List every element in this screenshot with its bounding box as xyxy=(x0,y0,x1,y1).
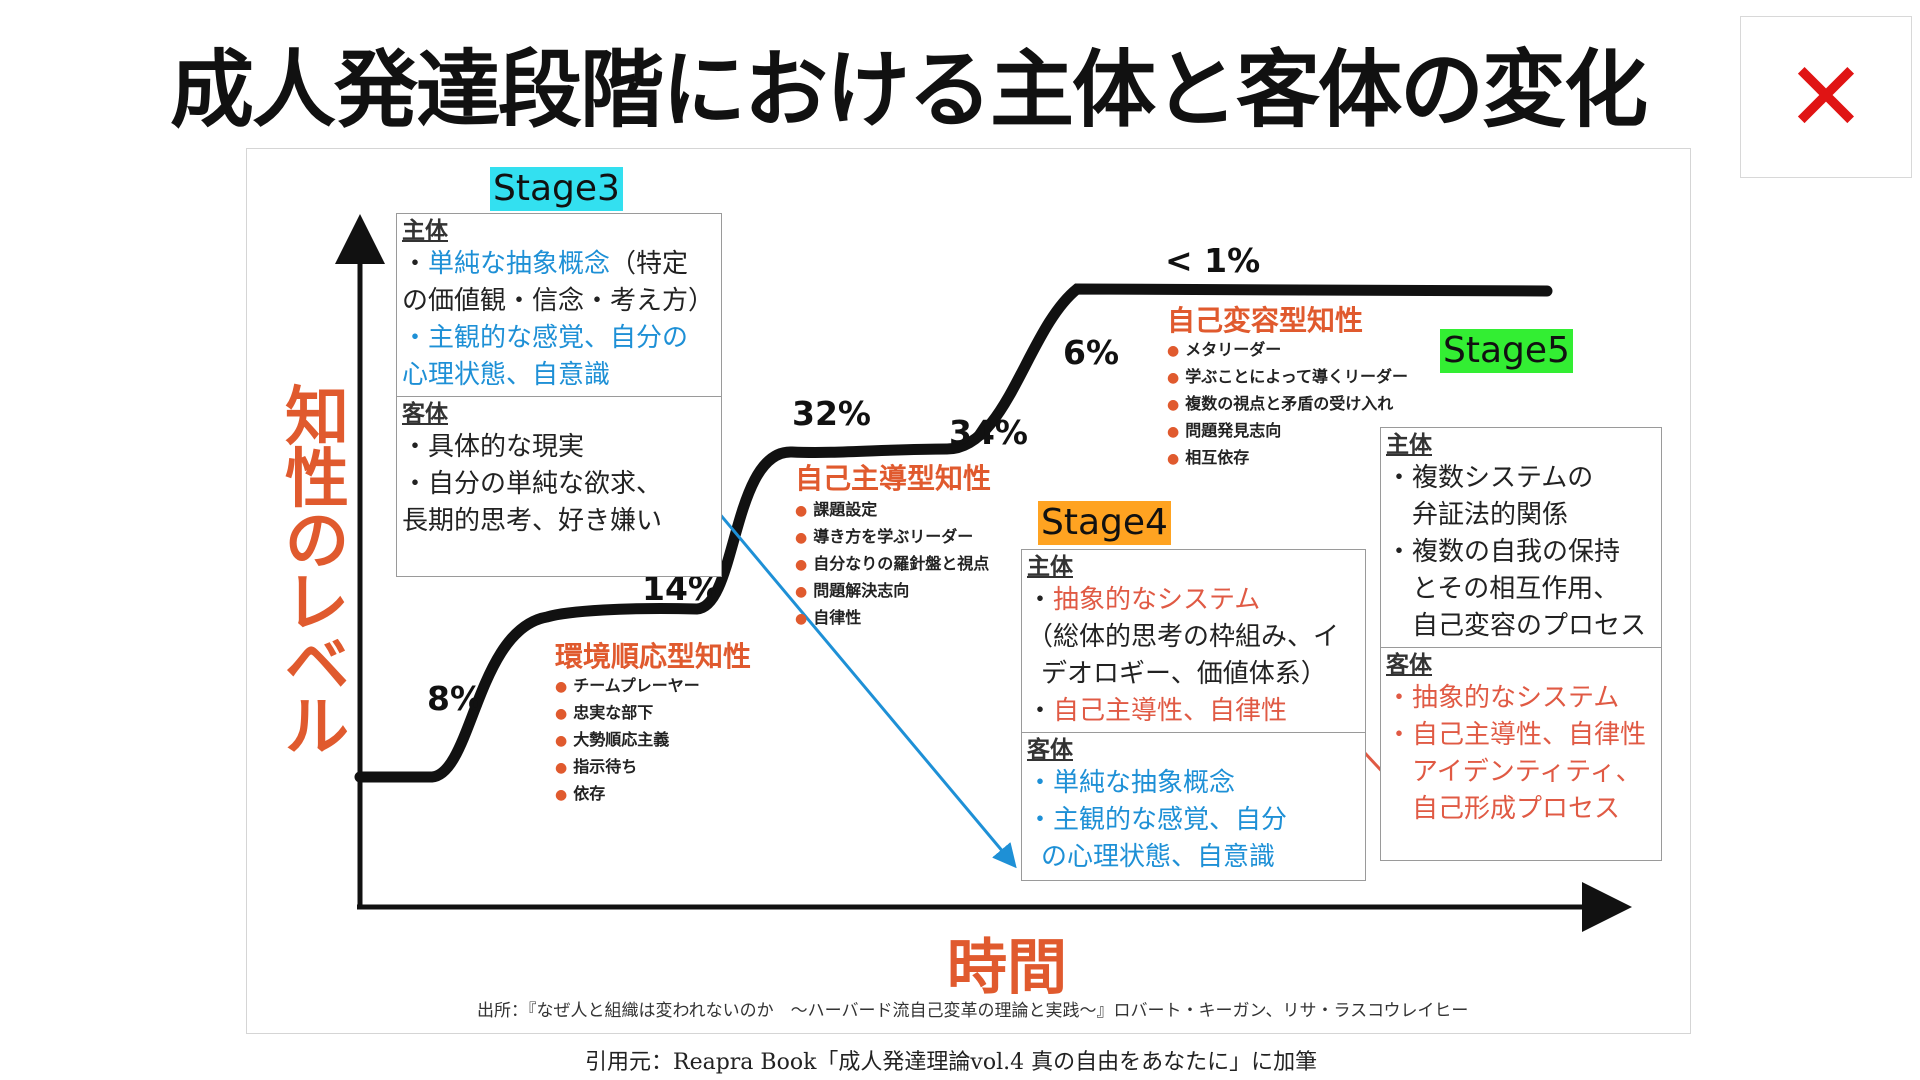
y-axis-label: 知性のレベル xyxy=(285,381,349,765)
list-item: 課題設定 xyxy=(795,497,989,524)
list-item: 依存 xyxy=(555,781,700,808)
stage-type-items: チームプレーヤー 忠実な部下 大勢順応主義 指示待ち 依存 xyxy=(555,673,700,808)
close-icon: ✕ xyxy=(1785,41,1867,153)
list-item: 複数の視点と矛盾の受け入れ xyxy=(1167,391,1408,418)
object-heading: 客体 xyxy=(1386,652,1432,678)
diagram-figure: 知性のレベル 時間 8% 14% 32% 34% 6% < 1% Stage3 … xyxy=(246,148,1691,1034)
subject-line: （特定 xyxy=(610,249,689,279)
object-line: ・自己主導性、自律性 xyxy=(1386,720,1647,750)
list-item: 相互依存 xyxy=(1167,445,1408,472)
stage-type-title: 環境順応型知性 xyxy=(555,640,752,673)
list-item: 指示待ち xyxy=(555,754,700,781)
percent-label: 32% xyxy=(792,394,871,433)
citation: 引用元：Reapra Book「成人発達理論vol.4 真の自由をあなたに」に加… xyxy=(585,1050,1318,1075)
subject-heading: 主体 xyxy=(402,218,448,244)
stage3-label: Stage3 xyxy=(490,167,623,211)
object-line: アイデンティティ、 xyxy=(1412,757,1642,787)
object-line: ・単純な抽象概念 xyxy=(1027,768,1236,798)
subject-line: 心理状態、自意識 xyxy=(402,360,611,390)
list-item: 大勢順応主義 xyxy=(555,727,700,754)
percent-label: 6% xyxy=(1063,333,1120,372)
list-item: 学ぶことによって導くリーダー xyxy=(1167,364,1408,391)
subject-line: 自己変容のプロセス xyxy=(1412,611,1647,641)
list-item: 導き方を学ぶリーダー xyxy=(795,524,989,551)
close-button[interactable]: ✕ xyxy=(1740,16,1912,178)
stage4-label: Stage4 xyxy=(1038,501,1171,545)
subject-line: デオロギー、価値体系） xyxy=(1041,659,1327,689)
percent-label: 34% xyxy=(949,413,1028,452)
stage-type-items: 課題設定 導き方を学ぶリーダー 自分なりの羅針盤と視点 問題解決志向 自律性 xyxy=(795,497,989,632)
stage5-subject-object-box: 主体 ・複数システムの 弁証法的関係 ・複数の自我の保持 とその相互作用、 自己… xyxy=(1380,427,1662,861)
list-item: 自律性 xyxy=(795,605,989,632)
stage5-label: Stage5 xyxy=(1440,329,1573,373)
subject-line: 抽象的なシステム xyxy=(1053,585,1261,615)
subject-line: ・複数の自我の保持 xyxy=(1386,537,1621,567)
bullet: ・ xyxy=(1027,585,1054,615)
object-heading: 客体 xyxy=(1027,737,1073,763)
list-item: 自分なりの羅針盤と視点 xyxy=(795,551,989,578)
subject-line: 弁証法的関係 xyxy=(1412,500,1569,530)
object-line: ・抽象的なシステム xyxy=(1386,683,1620,713)
object-line: 自己形成プロセス xyxy=(1412,794,1621,824)
source-note: 出所：『なぜ人と組織は変われないのか 〜ハーバード流自己変革の理論と実践〜』ロバ… xyxy=(477,1001,1469,1021)
development-curve xyxy=(354,283,1553,783)
list-item: 問題発見志向 xyxy=(1167,418,1408,445)
bullet: ・ xyxy=(1027,696,1054,726)
slide-title: 成人発達段階における主体と客体の変化 xyxy=(170,41,1648,139)
subject-heading: 主体 xyxy=(1027,554,1073,580)
list-item: チームプレーヤー xyxy=(555,673,700,700)
stage-type-title: 自己主導型知性 xyxy=(795,462,992,495)
percent-label: 8% xyxy=(427,679,484,718)
subject-line: とその相互作用、 xyxy=(1412,574,1620,604)
object-line: ・具体的な現実 xyxy=(402,432,585,462)
object-line: の心理状態、自意識 xyxy=(1041,842,1276,872)
list-item: 忠実な部下 xyxy=(555,700,700,727)
list-item: メタリーダー xyxy=(1167,337,1408,364)
stage3-subject-object-box: 主体 ・単純な抽象概念（特定 の価値観・信念・考え方） ・主観的な感覚、自分の … xyxy=(396,213,722,577)
object-heading: 客体 xyxy=(402,401,448,427)
x-axis-label: 時間 xyxy=(947,933,1067,1003)
subject-heading: 主体 xyxy=(1386,432,1432,458)
object-line: ・自分の単純な欲求、 xyxy=(402,469,663,499)
stage-type-title: 自己変容型知性 xyxy=(1167,304,1364,337)
object-line: ・主観的な感覚、自分 xyxy=(1027,805,1288,835)
subject-line: の価値観・信念・考え方） xyxy=(402,286,715,316)
stage4-subject-object-box: 主体 ・抽象的なシステム （総体的思考の枠組み、イ デオロギー、価値体系） ・自… xyxy=(1021,549,1366,881)
subject-line: （総体的思考の枠組み、イ xyxy=(1027,622,1340,652)
list-item: 問題解決志向 xyxy=(795,578,989,605)
subject-line: ・主観的な感覚、自分の xyxy=(402,323,689,353)
subject-line: 単純な抽象概念 xyxy=(428,249,611,279)
subject-line: ・複数システムの xyxy=(1386,463,1594,493)
percent-label: < 1% xyxy=(1165,241,1261,280)
bullet: ・ xyxy=(402,249,429,279)
stage-type-items: メタリーダー 学ぶことによって導くリーダー 複数の視点と矛盾の受け入れ 問題発見… xyxy=(1167,337,1408,472)
object-line: 長期的思考、好き嫌い xyxy=(402,506,663,536)
subject-line: 自己主導性、自律性 xyxy=(1053,696,1288,726)
